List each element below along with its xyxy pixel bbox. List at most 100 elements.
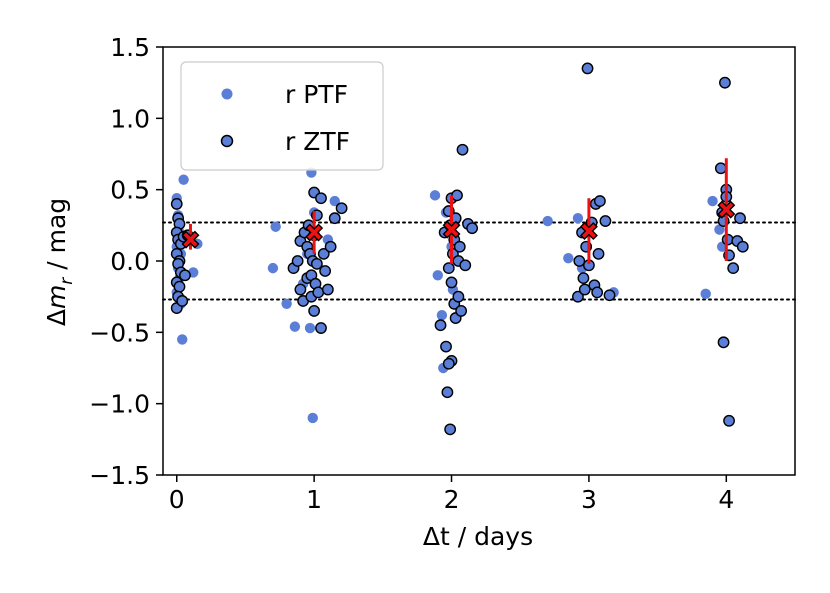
ztf-point	[594, 195, 606, 207]
ptf-point	[436, 310, 448, 321]
ztf-point	[592, 247, 605, 260]
x-tick-label: 2	[444, 485, 460, 514]
ztf-point	[444, 423, 457, 436]
ztf-point	[734, 212, 746, 225]
y-tick-label: −1.5	[89, 461, 150, 490]
x-axis-label: Δt / days	[423, 522, 533, 551]
ztf-point	[456, 143, 469, 156]
y-tick-label: 1.0	[110, 104, 150, 133]
ztf-point	[442, 262, 455, 275]
ztf-point	[441, 386, 454, 399]
ztf-point	[445, 276, 458, 289]
legend: r PTF r ZTF	[180, 61, 384, 171]
ztf-point	[459, 259, 472, 272]
ztf-point	[310, 257, 323, 270]
x-tick-label: 3	[581, 485, 597, 514]
ptf-point	[281, 298, 292, 309]
ztf-point	[573, 255, 586, 267]
mean-marker	[181, 230, 200, 249]
mean-marker	[305, 223, 324, 242]
ptf-point	[177, 334, 188, 345]
legend-marker-ztf	[220, 134, 234, 148]
ztf-point	[434, 319, 447, 332]
legend-label-ztf: r ZTF	[285, 127, 350, 156]
ztf-point	[452, 290, 465, 303]
ztf-point	[727, 262, 740, 275]
ztf-point	[466, 222, 479, 235]
mean-markers	[181, 158, 736, 264]
ztf-point	[572, 290, 584, 303]
ptf-point	[429, 190, 441, 201]
mean-marker	[442, 220, 461, 239]
ztf-point	[335, 202, 348, 215]
ztf-point	[179, 269, 191, 282]
ztf-point	[577, 272, 590, 285]
y-tick-label: −0.5	[89, 318, 150, 347]
ptf-point	[542, 215, 553, 227]
ptf-point	[178, 174, 189, 185]
y-tick-label: −1.0	[89, 390, 150, 419]
y-tick-label: 0.5	[110, 176, 150, 205]
ztf-point	[723, 414, 735, 427]
legend-label-ptf: r PTF	[285, 80, 348, 109]
ztf-point	[319, 265, 332, 277]
ptf-point	[714, 224, 725, 235]
ztf-point	[308, 305, 321, 317]
ptf-point	[267, 262, 279, 274]
ztf-point	[714, 162, 727, 175]
ztf-point	[291, 255, 304, 267]
ztf-point	[170, 198, 183, 210]
mean-marker	[717, 200, 736, 219]
ztf-point	[581, 62, 594, 75]
y-axis-ticks: −1.5 −1.0 −0.5 0.0 0.5 1.0 1.5	[89, 33, 163, 490]
ptf-point	[289, 321, 301, 332]
y-tick-label: 1.5	[110, 33, 150, 62]
ztf-point	[328, 212, 341, 225]
ztf-point	[455, 305, 468, 317]
ztf-point	[317, 247, 330, 260]
ztf-point	[453, 240, 466, 253]
ztf-point	[717, 336, 730, 349]
ztf-point	[578, 283, 591, 296]
ztf-point	[315, 322, 327, 334]
x-tick-label: 4	[718, 485, 734, 514]
ztf-point	[315, 192, 327, 205]
ptf-point	[700, 288, 711, 300]
y-axis-label-unit: / mag	[42, 198, 71, 278]
ztf-point	[324, 240, 337, 253]
x-axis-ticks: 0 1 2 3 4	[169, 475, 734, 514]
ptf-point	[563, 252, 574, 264]
ztf-point	[312, 286, 325, 299]
ztf-point	[603, 289, 616, 302]
ztf-point	[591, 286, 604, 299]
ptf-point	[432, 270, 443, 281]
ptf-point	[270, 221, 281, 232]
y-axis-label-delta: Δ	[42, 309, 71, 326]
y-axis-label-sub: r	[57, 277, 77, 285]
ptf-point	[307, 412, 318, 424]
ztf-point	[173, 280, 186, 293]
x-tick-label: 1	[306, 485, 322, 514]
legend-marker-ptf	[221, 88, 233, 100]
threshold-lines	[162, 221, 796, 301]
ztf-point	[451, 189, 463, 202]
ptf-point	[707, 195, 718, 207]
ztf-point	[440, 340, 452, 353]
ztf-point	[442, 357, 455, 370]
x-tick-label: 0	[169, 485, 185, 514]
ztf-point	[719, 76, 731, 89]
ptf-point	[304, 322, 316, 334]
legend-box	[180, 61, 384, 171]
ztf-point	[176, 295, 189, 307]
ztf-point	[736, 240, 749, 253]
ptf-point	[572, 213, 584, 224]
ztf-point	[294, 283, 307, 296]
y-axis-label-m: m	[42, 285, 71, 309]
y-axis-label: Δmr / mag	[42, 198, 77, 326]
mean-marker	[579, 222, 598, 241]
ptf-point	[329, 195, 340, 207]
ztf-point	[599, 215, 612, 227]
y-tick-label: 0.0	[110, 247, 150, 276]
ztf-point	[321, 283, 334, 296]
